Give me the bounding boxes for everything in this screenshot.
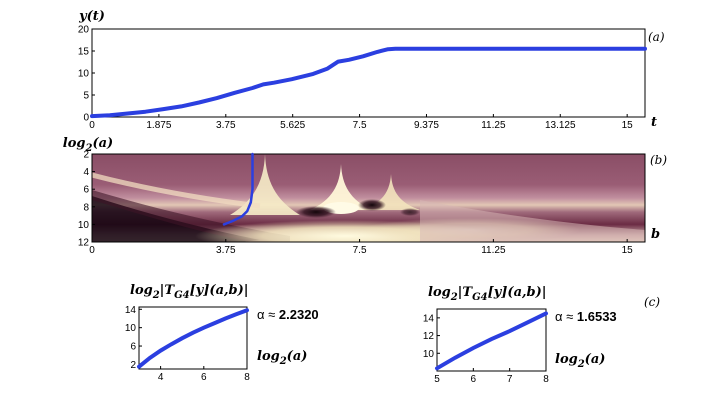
- panel-c2-ytick-label: 14: [423, 313, 435, 324]
- panel-a-label: (a): [648, 30, 665, 44]
- panel-c1-xtick-label: 6: [201, 372, 207, 383]
- panel-c1-ticks: 4 6 8 2 6 10 14: [125, 305, 250, 383]
- panel-b-xtick-label: 7.5: [353, 245, 367, 256]
- panel-a-xlabel: t: [651, 115, 657, 130]
- panel-a-xtick-label: 1.875: [146, 120, 171, 131]
- panel-c2-alpha: α ≈ 1.6533: [555, 309, 617, 324]
- panel-a-ytick-label: 5: [83, 91, 89, 102]
- panel-b-xtick-label: 11.25: [481, 245, 506, 256]
- panel-b-ytick-label: 12: [78, 238, 90, 249]
- panel-c2-xtick-label: 7: [507, 374, 513, 385]
- panel-c2-xtick-label: 5: [434, 374, 440, 385]
- panel-c1-ylabel: log2|TG4[y](a,b)|: [130, 283, 249, 301]
- panel-a-xtick-label: 7.5: [353, 120, 367, 131]
- panel-b-xtick-label: 15: [622, 245, 634, 256]
- panel-c2-xlabel: log2(a): [555, 352, 605, 370]
- panel-a-axes: [91, 28, 646, 118]
- panel-c1-xtick-label: 4: [158, 372, 164, 383]
- panel-a-xtick-label: 13.125: [545, 120, 576, 131]
- panel-c1: log2|TG4[y](a,b)| log2(a) α ≈ 2.2320 4 6 8…: [125, 283, 319, 383]
- panel-b-xtick-label: 3.75: [216, 245, 236, 256]
- panel-a-xtick-label: 9.375: [414, 120, 439, 131]
- panel-c-label: (c): [644, 295, 660, 309]
- panel-c1-alpha: α ≈ 2.2320: [257, 307, 319, 322]
- panel-c2-ytick-label: 12: [423, 331, 435, 342]
- panel-a-series-line: [90, 46, 647, 119]
- panel-b-ytick-label: 4: [83, 167, 89, 178]
- panel-a-xtick-label: 11.25: [481, 120, 506, 131]
- panel-a-ytick-label: 10: [78, 69, 90, 80]
- panel-c2-ticks: 5 6 7 8 10 12 14: [423, 313, 549, 385]
- heatmap-image: [92, 154, 645, 242]
- panel-c1-ytick-label: 2: [130, 360, 136, 371]
- panel-a-ylabel: y(t): [78, 9, 105, 24]
- panel-c1-xtick-label: 8: [244, 372, 250, 383]
- panel-c2-xtick-label: 6: [471, 374, 477, 385]
- panel-c1-ytick-label: 6: [130, 342, 136, 353]
- panel-b-xtick-label: 0: [89, 245, 95, 256]
- panel-c1-series-line: [137, 308, 249, 369]
- panel-b-ridge-curve: [222, 152, 254, 226]
- panel-c2-ytick-label: 10: [423, 349, 435, 360]
- panel-a-ytick-label: 15: [78, 47, 90, 58]
- panel-a-xtick-label: 0: [89, 120, 95, 131]
- panel-a-xtick-label: 5.625: [280, 120, 305, 131]
- panel-a-ytick-label: 0: [83, 113, 89, 124]
- panel-b-ticks: 0 3.75 7.5 11.25 15 2 4 6 8 10 12: [78, 150, 633, 257]
- panel-a: y(t) t (a) 0 1.875 3.75 5.625 7.5 9.375 11.25 1…: [78, 9, 665, 131]
- panel-b-ytick-label: 6: [83, 185, 89, 196]
- panel-b-ylabel: log2(a): [63, 136, 113, 154]
- panel-a-ytick-label: 20: [78, 25, 90, 36]
- panel-b-label: (b): [650, 153, 667, 167]
- panel-a-xtick-label: 15: [622, 120, 634, 131]
- panel-b-xlabel: b: [651, 227, 660, 242]
- panel-c2-ylabel: log2|TG4[y](a,b)|: [428, 285, 547, 303]
- panel-c1-xlabel: log2(a): [257, 349, 307, 367]
- panel-b: log2(a) b (b) 0 3.75 7.5 11.25 15 2 4 6 8 10 12: [63, 136, 668, 256]
- panel-c2-xtick-label: 8: [543, 374, 549, 385]
- panel-c2: log2|TG4[y](a,b)| log2(a) α ≈ 1.6533 (c)…: [423, 285, 661, 385]
- panel-b-ytick-label: 10: [78, 220, 90, 231]
- panel-c1-ytick-label: 10: [125, 323, 137, 334]
- panel-b-ytick-label: 8: [83, 202, 89, 213]
- panel-b-ytick-label: 2: [83, 150, 89, 161]
- panel-c2-series-line: [435, 311, 548, 371]
- panel-a-xtick-label: 3.75: [216, 120, 236, 131]
- panel-c1-ytick-label: 14: [125, 305, 137, 316]
- panel-b-axes: [91, 153, 646, 243]
